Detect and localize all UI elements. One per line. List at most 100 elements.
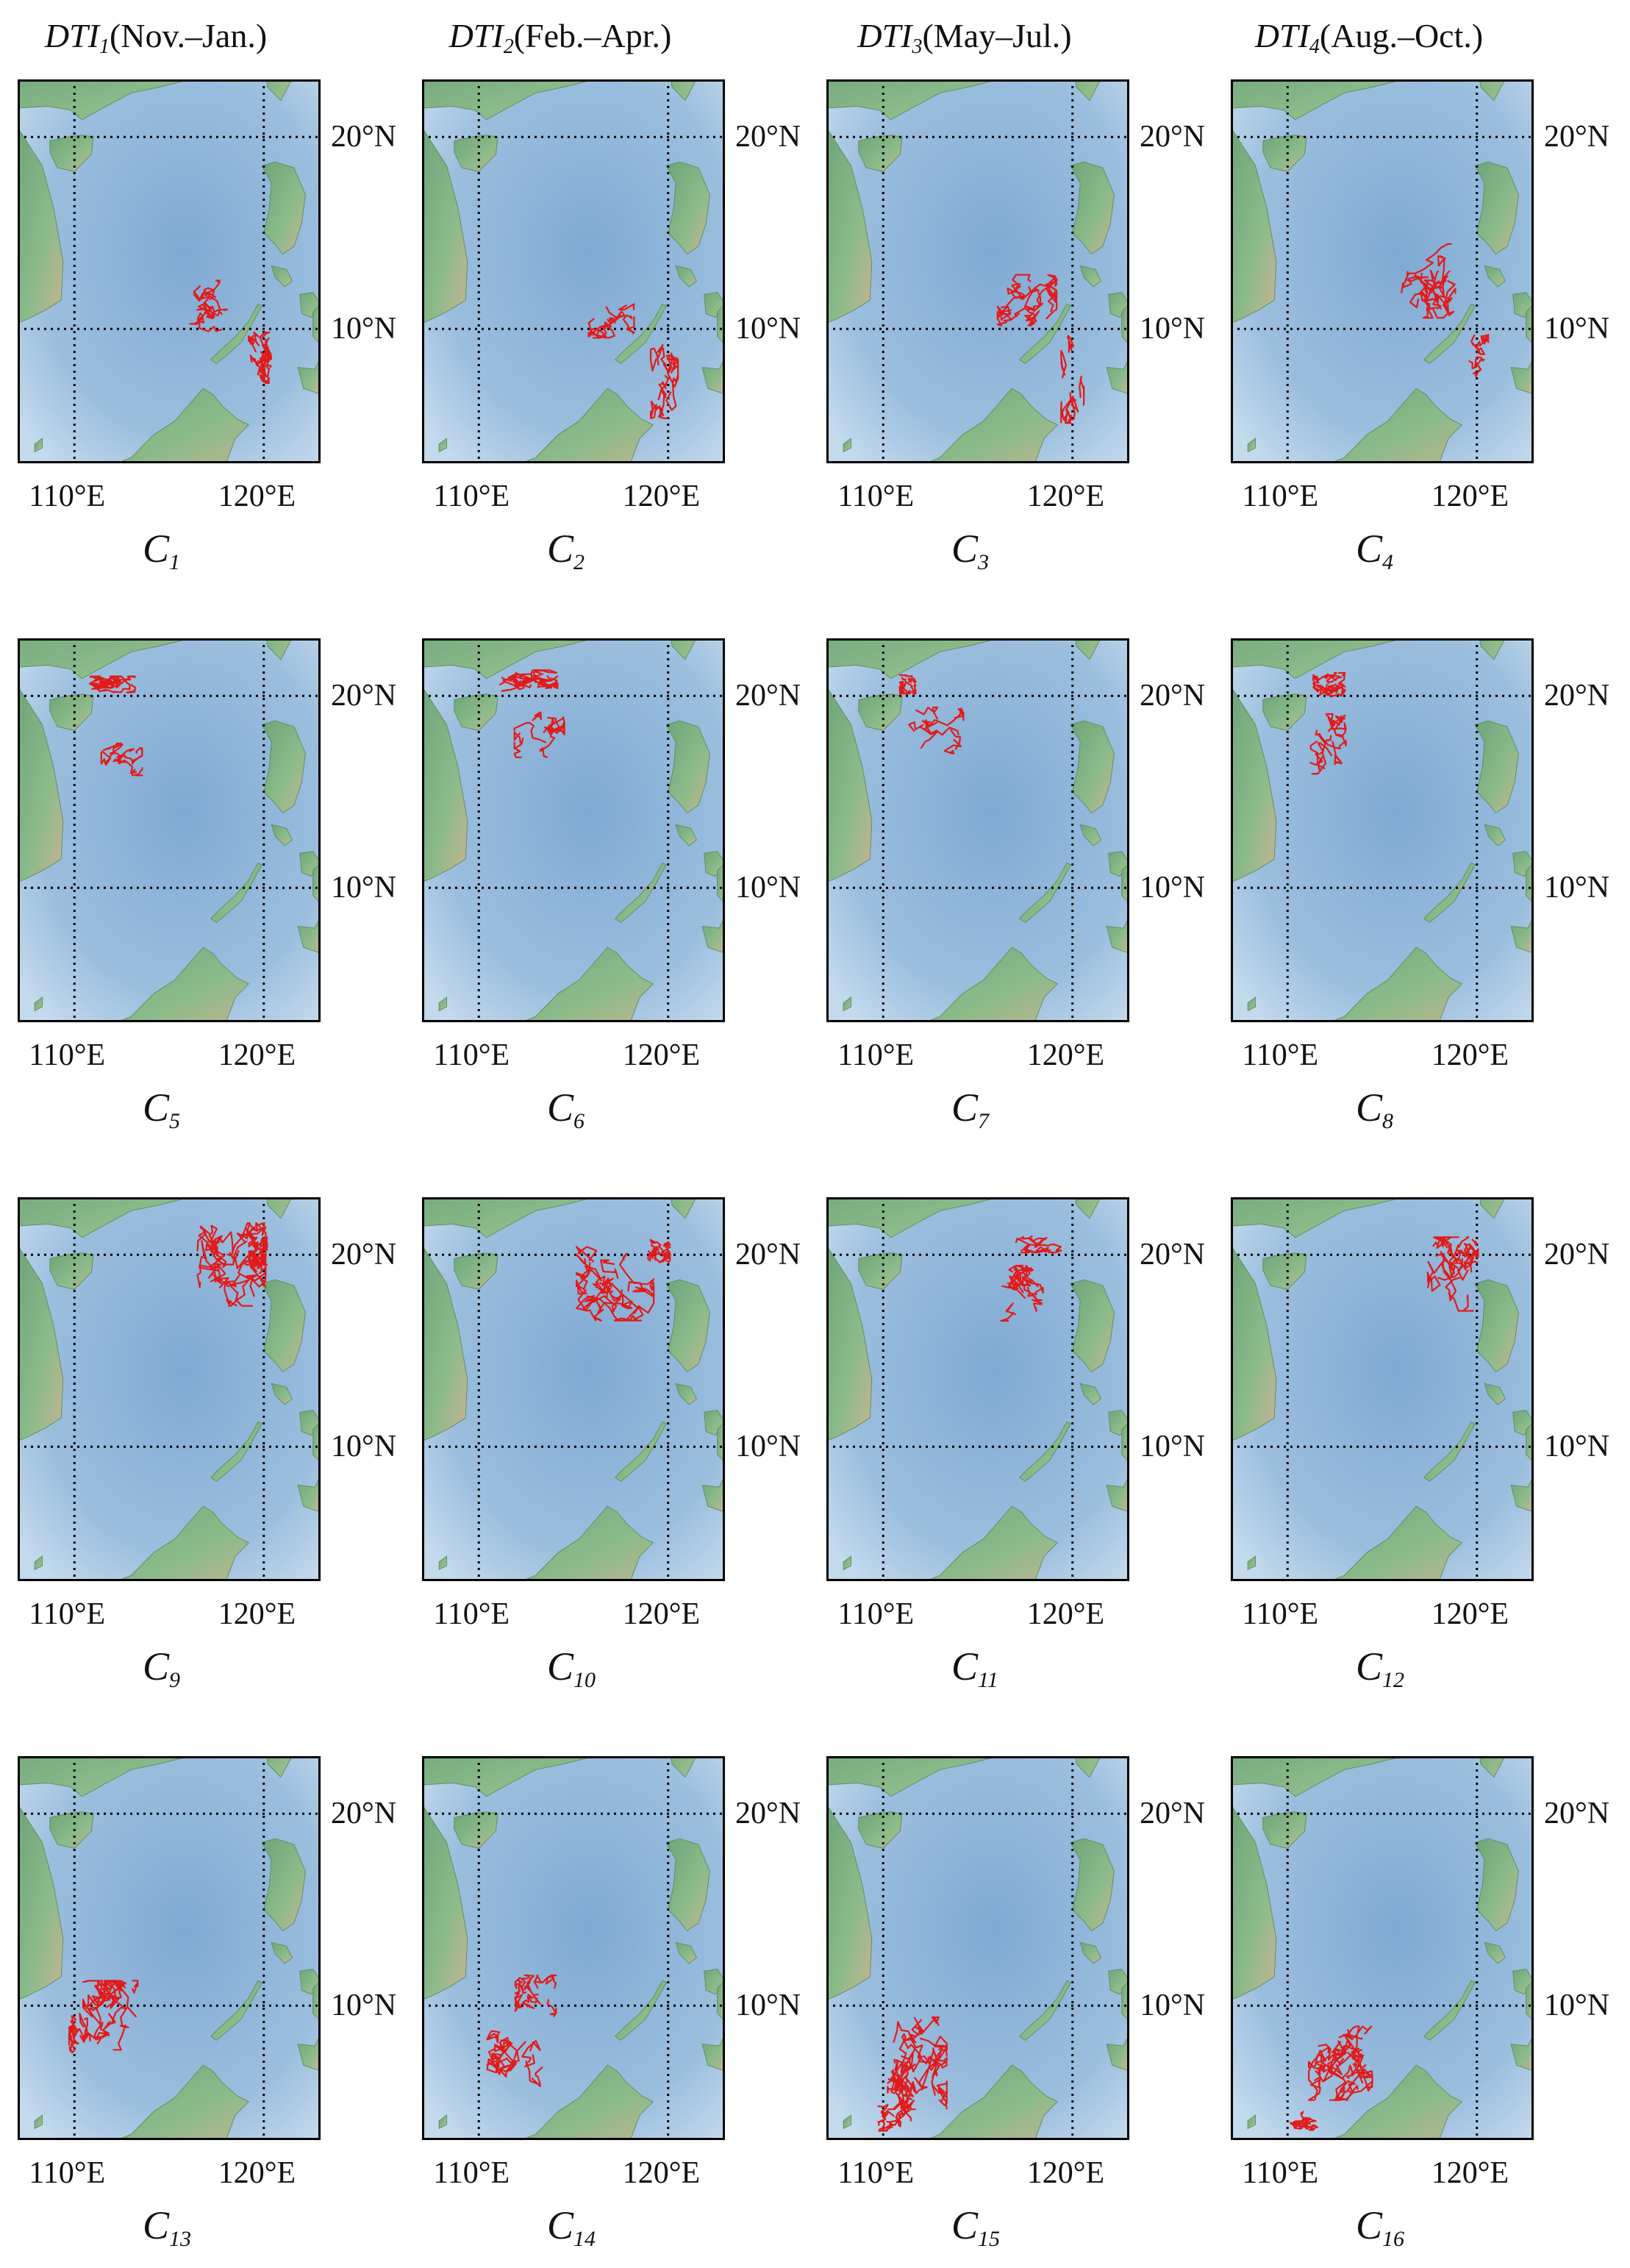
cluster-label-c14: C14: [547, 2203, 596, 2251]
drifter-track: [89, 675, 110, 688]
drifter-track: [898, 680, 907, 692]
drifter-track: [263, 337, 273, 363]
cluster-label-c13: C13: [143, 2203, 192, 2251]
drifter-track: [514, 1994, 535, 2009]
mindoro-island-land: [1484, 1941, 1506, 1964]
drifter-track: [1456, 1258, 1469, 1281]
longitude-tick-label: 110°E: [1242, 1597, 1319, 1631]
mindanao-island-land: [1510, 357, 1534, 395]
drifter-track: [587, 318, 607, 339]
map-svg: [1231, 79, 1534, 463]
drifter-track: [592, 1277, 614, 1292]
drifter-track: [1468, 356, 1485, 370]
mindanao-island-land: [1106, 1475, 1129, 1513]
drifter-track: [486, 2060, 500, 2069]
cluster-label-c4: C4: [1356, 527, 1394, 574]
taiwan-island-land: [266, 1197, 293, 1219]
drifter-track: [1006, 274, 1032, 307]
natuna-island-land: [34, 2114, 43, 2130]
drifter-track: [94, 675, 122, 682]
drifter-track: [1060, 349, 1067, 379]
latitude-tick-label: 20°N: [331, 1797, 397, 1831]
drifter-track: [523, 1975, 535, 1991]
indochina-coast-land: [1231, 1244, 1277, 1442]
hainan-island-land: [454, 1252, 498, 1290]
drifter-track: [235, 1274, 256, 1307]
drifter-track: [1293, 2117, 1311, 2125]
drifter-track: [201, 292, 217, 316]
drifter-track: [908, 721, 930, 734]
palawan-island-land: [1018, 1421, 1071, 1482]
latitude-tick-label: 10°N: [331, 871, 397, 905]
drifter-track: [103, 742, 124, 754]
latitude-tick-label: 10°N: [331, 312, 397, 346]
drifter-track: [1426, 1260, 1445, 1288]
latitude-tick-label: 10°N: [1544, 1989, 1610, 2023]
latitude-tick-label: 10°N: [1140, 312, 1206, 346]
map-panel-c8: [1231, 638, 1534, 1022]
mindoro-island-land: [271, 824, 293, 846]
drifter-track: [502, 2041, 526, 2072]
hainan-island-land: [454, 135, 498, 172]
drifter-track: [100, 750, 115, 766]
map-svg: [18, 1756, 321, 2140]
longitude-tick-label: 110°E: [1242, 479, 1319, 513]
latitude-tick-label: 20°N: [1544, 1797, 1610, 1831]
indochina-coast-land: [826, 126, 873, 324]
map-svg: [18, 1197, 321, 1581]
drifter-track: [107, 1980, 125, 1996]
longitude-tick-label: 110°E: [1242, 2156, 1319, 2190]
south-china-coast-land: [826, 1197, 1001, 1238]
map-panel-c10: [422, 1197, 725, 1581]
hainan-island-land: [858, 135, 903, 172]
drifter-track: [260, 364, 272, 379]
map-svg: [1231, 1197, 1534, 1581]
palawan-island-land: [1423, 862, 1476, 923]
drifter-track: [1441, 1236, 1465, 1262]
drifter-track: [996, 310, 1020, 327]
drifter-track: [1323, 2039, 1356, 2082]
taiwan-island-land: [1075, 638, 1101, 660]
drifter-track: [898, 2033, 909, 2073]
taiwan-island-land: [1075, 1197, 1101, 1219]
longitude-tick-label: 120°E: [622, 1038, 701, 1072]
drifter-track: [1347, 2051, 1373, 2092]
hainan-island-land: [1262, 1252, 1307, 1290]
drifter-track: [1468, 1257, 1479, 1263]
drifter-track: [1464, 1247, 1472, 1258]
map-panel-c1: [18, 79, 321, 463]
drifter-track: [248, 335, 257, 353]
luzon-island-land: [261, 1279, 306, 1373]
latitude-tick-label: 20°N: [735, 120, 801, 154]
drifter-track: [529, 669, 558, 677]
drifter-track: [486, 2030, 501, 2044]
luzon-island-land: [665, 1279, 710, 1373]
natuna-island-land: [1247, 2114, 1256, 2130]
drifter-track: [1016, 1237, 1036, 1254]
luzon-island-land: [1070, 161, 1115, 255]
drifter-track: [1323, 673, 1343, 683]
cluster-label-c6: C6: [547, 1085, 585, 1133]
longitude-tick-label: 120°E: [1431, 1597, 1509, 1631]
column-header-3: DTI3(May–Jul.): [857, 17, 1072, 58]
latitude-tick-label: 20°N: [331, 679, 397, 713]
drifter-track: [513, 721, 547, 743]
map-svg: [826, 1756, 1129, 2140]
drifter-track: [531, 2066, 543, 2087]
map-panel-c15: [826, 1756, 1129, 2140]
indochina-coast-land: [826, 1803, 873, 2001]
drifter-track: [915, 706, 939, 720]
latitude-tick-label: 20°N: [331, 1238, 397, 1272]
longitude-tick-label: 120°E: [622, 2156, 701, 2190]
drifter-track: [196, 303, 214, 319]
longitude-tick-label: 120°E: [1431, 479, 1509, 513]
longitude-tick-label: 110°E: [837, 2156, 915, 2190]
map-panel-c11: [826, 1197, 1129, 1581]
drifter-track: [1034, 280, 1058, 304]
natuna-island-land: [843, 996, 851, 1012]
hainan-island-land: [1262, 135, 1307, 172]
drifter-track: [1311, 755, 1326, 775]
cluster-label-c8: C8: [1356, 1085, 1394, 1133]
mindanao-island-land: [1106, 2034, 1129, 2072]
mindoro-island-land: [271, 1941, 293, 1964]
